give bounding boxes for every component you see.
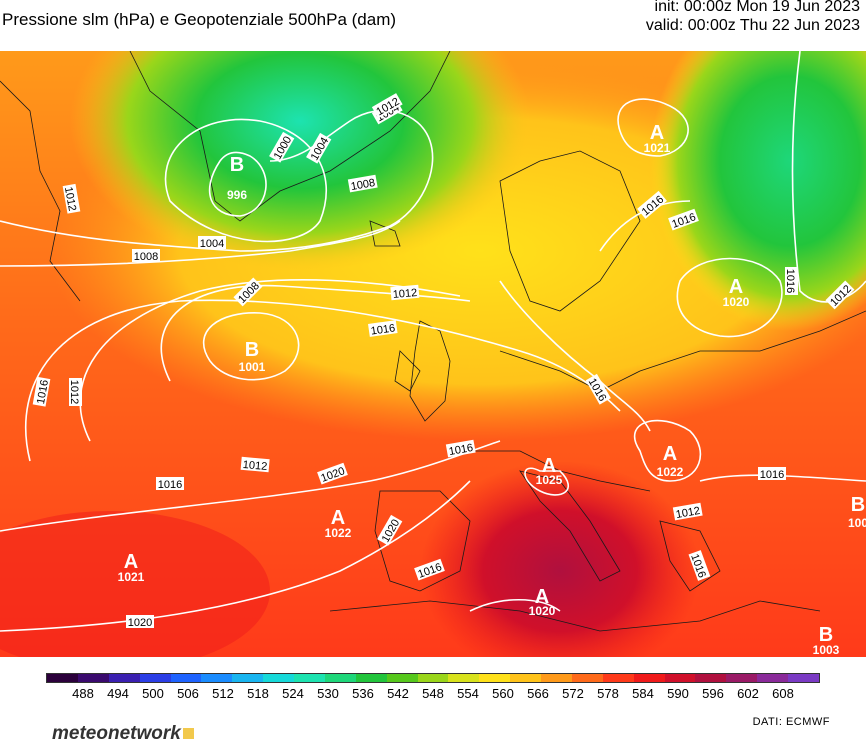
- colorbar-tick-label: 554: [457, 686, 479, 701]
- colorbar-swatch: [479, 674, 511, 682]
- high-center-value: 1020: [723, 295, 750, 309]
- isobar-label: 1012: [68, 380, 80, 404]
- colorbar-tick-label: 500: [142, 686, 164, 701]
- map-title: Pressione slm (hPa) e Geopotenziale 500h…: [2, 10, 397, 29]
- colorbar-swatch: [201, 674, 233, 682]
- high-center: A: [542, 455, 556, 477]
- isobar-label: 1008: [134, 251, 158, 263]
- low-center-value: 100: [848, 516, 866, 530]
- isobar-label: 1004: [200, 238, 224, 250]
- isobar-label: 1016: [760, 469, 784, 481]
- low-center: B: [230, 154, 244, 176]
- low-center-value: 1001: [239, 360, 266, 374]
- colorbar-swatch: [571, 674, 603, 682]
- high-center: A: [331, 507, 345, 529]
- isobar-label: 1020: [128, 617, 152, 629]
- high-center: A: [729, 276, 743, 298]
- high-center: A: [124, 551, 138, 573]
- colorbar-tick-label: 536: [352, 686, 374, 701]
- colorbar-tick-label: 524: [282, 686, 304, 701]
- colorbar-swatch: [294, 674, 325, 682]
- high-center: A: [663, 443, 677, 465]
- geopotential-colorbar: [46, 673, 820, 683]
- meteonetwork-logo: meteonetwork: [52, 723, 194, 745]
- high-center-value: 1022: [325, 526, 352, 540]
- high-center: A: [535, 586, 549, 608]
- colorbar-tick-label: 548: [422, 686, 444, 701]
- colorbar-tick-label: 572: [562, 686, 584, 701]
- isobar-label: 1012: [392, 287, 417, 301]
- low-center-value: 1003: [813, 643, 840, 657]
- high-center-value: 1025: [536, 473, 563, 487]
- colorbar-tick-label: 530: [317, 686, 339, 701]
- isobar-label: 1016: [784, 269, 796, 293]
- colorbar-swatch: [448, 674, 480, 682]
- isobar-label: 1012: [675, 505, 701, 521]
- colorbar-swatch: [602, 674, 634, 682]
- low-center: B: [245, 339, 259, 361]
- colorbar-tick-label: 578: [597, 686, 619, 701]
- colorbar-swatch: [47, 674, 78, 682]
- colorbar-tick-label: 512: [212, 686, 234, 701]
- colorbar-swatch: [263, 674, 294, 682]
- colorbar-tick-label: 602: [737, 686, 759, 701]
- high-center: A: [650, 122, 664, 144]
- low-center: B: [851, 494, 865, 516]
- low-center: B: [819, 624, 833, 646]
- logo-square-icon: [182, 728, 194, 739]
- colorbar-tick-label: 566: [527, 686, 549, 701]
- colorbar-tick-label: 542: [387, 686, 409, 701]
- colorbar-tick-label: 590: [667, 686, 689, 701]
- isobar-label: 1016: [448, 442, 474, 458]
- colorbar-tick-label: 518: [247, 686, 269, 701]
- high-center-value: 1022: [657, 465, 684, 479]
- colorbar-tick-label: 608: [772, 686, 794, 701]
- colorbar-tick-label: 596: [702, 686, 724, 701]
- colorbar-swatch: [664, 674, 696, 682]
- isobar-label: 1012: [62, 186, 78, 212]
- colorbar-tick-label: 584: [632, 686, 654, 701]
- isobar-label: 1016: [158, 479, 182, 491]
- colorbar-tick-label: 488: [72, 686, 94, 701]
- colorbar-swatch: [77, 674, 109, 682]
- isobar-label: 1016: [35, 379, 51, 405]
- colorbar-swatch: [139, 674, 171, 682]
- colorbar-swatch: [355, 674, 387, 682]
- isobar-label: 1016: [370, 322, 396, 337]
- pressure-centers: B 996 B 1001 A 1021 A 1020 A 1022 A 1025…: [118, 122, 866, 657]
- colorbar-tick-label: 560: [492, 686, 514, 701]
- colorbar-swatch: [324, 674, 356, 682]
- init-time: init: 00:00z Mon 19 Jun 2023: [654, 0, 860, 15]
- colorbar-swatch: [633, 674, 665, 682]
- colorbar-swatch: [232, 674, 264, 682]
- low-center-value: 996: [227, 188, 247, 202]
- isobar-label: 1012: [242, 459, 267, 473]
- colorbar-swatch: [510, 674, 541, 682]
- valid-time: valid: 00:00z Thu 22 Jun 2023: [645, 17, 860, 34]
- colorbar-swatch: [386, 674, 418, 682]
- pressure-map: B 996 B 1001 A 1021 A 1020 A 1022 A 1025…: [0, 51, 866, 657]
- logo-text: meteonetwork: [52, 723, 181, 744]
- colorbar-swatch: [170, 674, 202, 682]
- high-center-value: 1020: [529, 604, 556, 618]
- isobar-labels: 1000 1004 1004 1008 1004 1008 1008 1012 …: [32, 93, 855, 629]
- data-source: DATI: ECMWF: [752, 716, 830, 728]
- isobar-label: 1008: [350, 177, 376, 193]
- colorbar-tick-label: 506: [177, 686, 199, 701]
- colorbar-ticks: 488 494 500 506 512 518 524 530 536 542 548 554 560 5…: [46, 686, 820, 702]
- colorbar-swatch: [541, 674, 572, 682]
- colorbar-swatch: [757, 674, 788, 682]
- high-center-value: 1021: [644, 141, 671, 155]
- colorbar-swatch: [788, 674, 819, 682]
- colorbar-swatch: [695, 674, 727, 682]
- colorbar-tick-label: 494: [107, 686, 129, 701]
- colorbar-swatch: [417, 674, 449, 682]
- high-center-value: 1021: [118, 570, 145, 584]
- colorbar-swatch: [108, 674, 140, 682]
- colorbar-swatch: [726, 674, 758, 682]
